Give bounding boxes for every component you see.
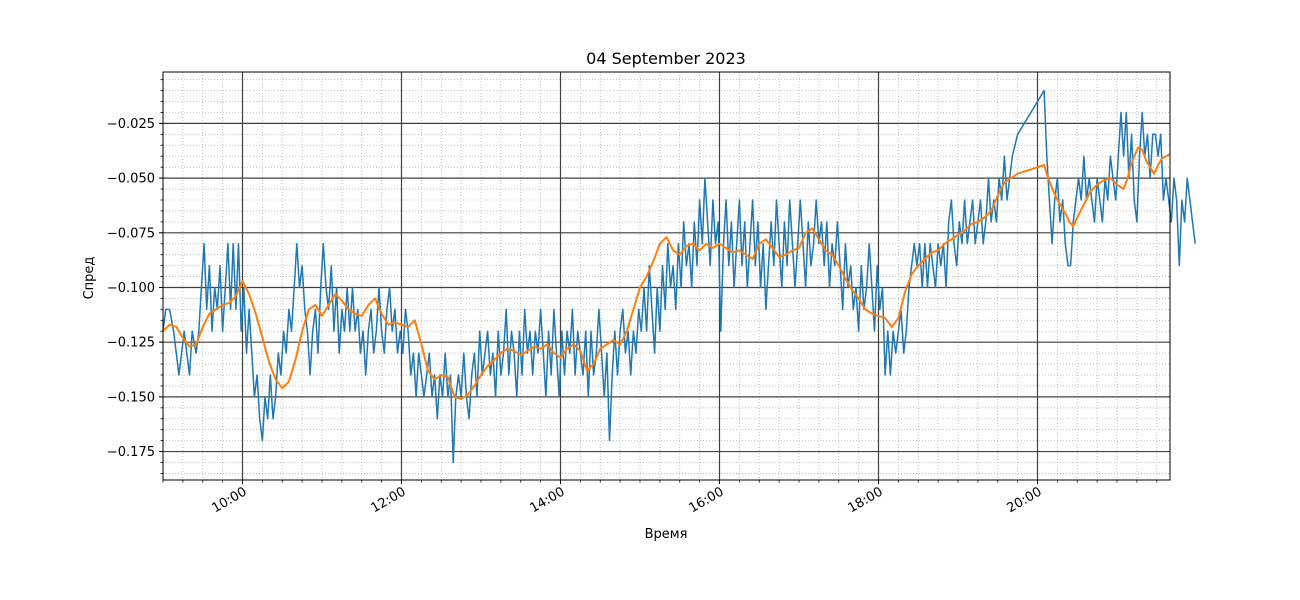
x-tick-label: 16:00 — [687, 484, 727, 516]
y-tick-label: −0.050 — [107, 172, 155, 187]
x-axis: 10:00 12:00 14:00 16:00 18:00 20:00 — [162, 480, 1158, 516]
x-tick-label: 14:00 — [528, 484, 568, 516]
series-layer — [162, 89, 1196, 464]
y-tick-label: −0.175 — [107, 445, 155, 460]
plot-frame — [162, 71, 1171, 481]
y-tick-label: −0.150 — [107, 390, 155, 405]
major-grid — [163, 72, 1170, 480]
y-axis-label: Спред — [82, 257, 97, 300]
chart-title: 04 September 2023 — [586, 49, 746, 68]
y-tick-label: −0.100 — [107, 281, 155, 296]
y-tick-label: −0.125 — [107, 336, 155, 351]
x-tick-label: 20:00 — [1005, 484, 1045, 516]
x-axis-label: Время — [645, 527, 688, 542]
x-tick-label: 18:00 — [846, 484, 886, 516]
x-tick-label: 12:00 — [369, 484, 409, 516]
x-tick-label: 10:00 — [210, 484, 250, 516]
y-tick-label: −0.025 — [107, 117, 155, 132]
spread-series-line — [162, 89, 1196, 464]
smoothed-series-line — [162, 146, 1171, 401]
y-tick-label: −0.075 — [107, 226, 155, 241]
y-axis: −0.025 −0.050 −0.075 −0.100 −0.125 −0.150 −0.1… — [107, 79, 163, 474]
